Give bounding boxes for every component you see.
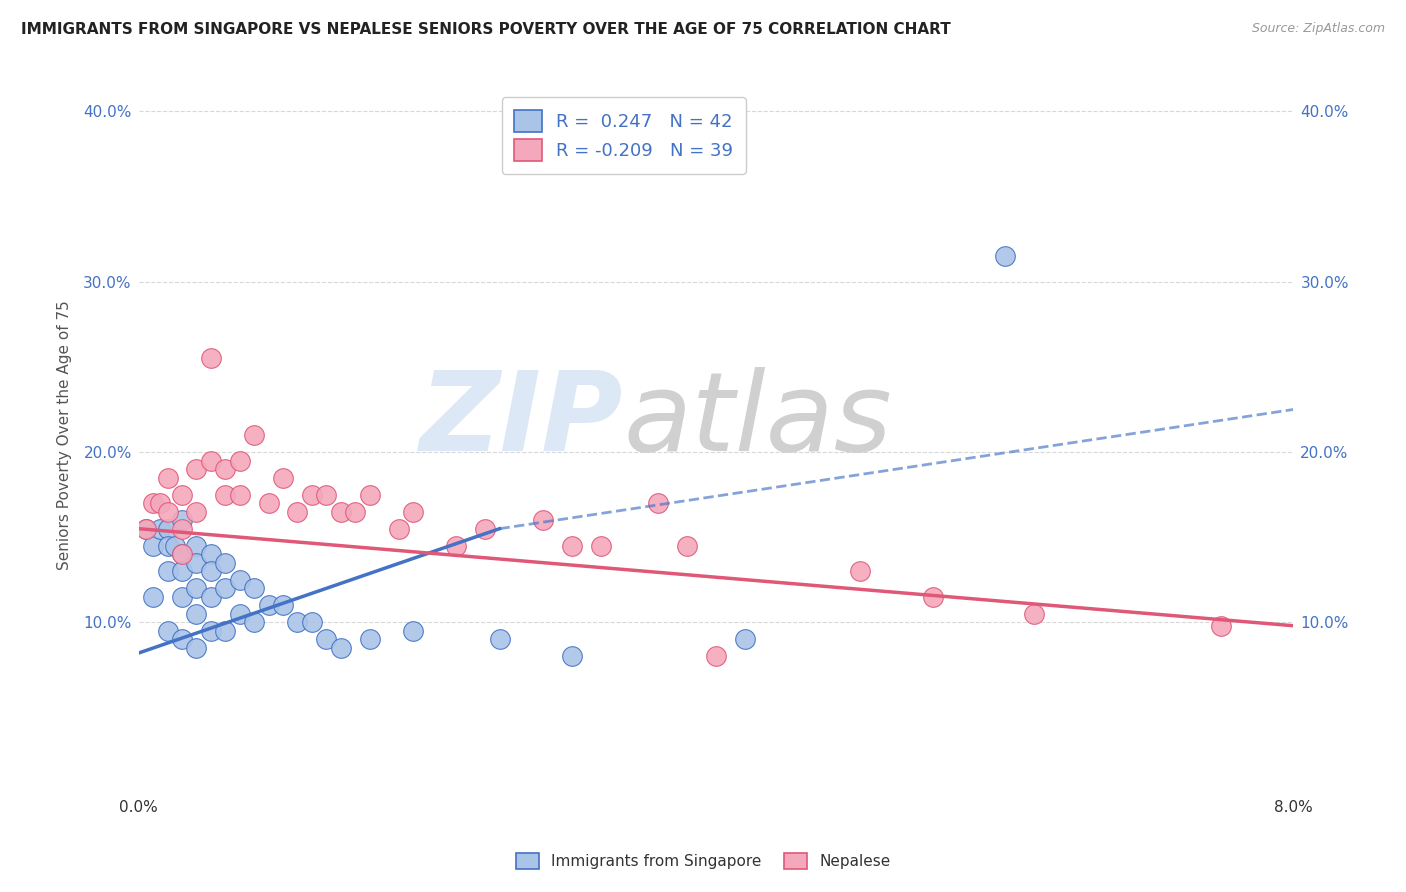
Text: ZIP: ZIP (420, 368, 624, 475)
Point (156, 505, 179, 519)
Point (734, 632, 756, 647)
Point (344, 505, 367, 519)
Point (170, 590, 193, 604)
Point (271, 599, 294, 613)
Point (329, 505, 352, 519)
Point (446, 539, 468, 553)
Point (186, 607, 208, 621)
Point (359, 632, 381, 647)
Point (243, 582, 266, 596)
Point (200, 564, 222, 578)
Point (170, 522, 193, 536)
Point (170, 547, 193, 561)
Text: IMMIGRANTS FROM SINGAPORE VS NEPALESE SENIORS POVERTY OVER THE AGE OF 75 CORRELA: IMMIGRANTS FROM SINGAPORE VS NEPALESE SE… (21, 22, 950, 37)
Text: atlas: atlas (624, 368, 893, 475)
Point (156, 564, 179, 578)
Point (704, 649, 727, 664)
Point (186, 505, 208, 519)
Point (359, 488, 381, 502)
Point (214, 462, 236, 476)
Point (186, 582, 208, 596)
Point (156, 470, 179, 484)
Point (301, 488, 323, 502)
Point (301, 615, 323, 630)
Point (186, 539, 208, 553)
Point (214, 488, 236, 502)
Point (200, 547, 222, 561)
Point (170, 564, 193, 578)
Point (186, 556, 208, 570)
Point (402, 505, 425, 519)
Point (149, 522, 172, 536)
Point (229, 607, 252, 621)
Point (531, 513, 554, 527)
Point (149, 496, 172, 510)
Point (257, 599, 280, 613)
Point (243, 428, 266, 442)
Point (315, 632, 337, 647)
Point (186, 640, 208, 655)
Point (561, 649, 583, 664)
Point (1211, 619, 1233, 633)
Point (229, 453, 252, 467)
Point (142, 496, 165, 510)
Point (170, 488, 193, 502)
Point (474, 522, 496, 536)
Point (561, 539, 583, 553)
Point (287, 505, 309, 519)
Point (156, 522, 179, 536)
Point (156, 539, 179, 553)
Point (170, 513, 193, 527)
Legend: Immigrants from Singapore, Nepalese: Immigrants from Singapore, Nepalese (509, 847, 897, 875)
Text: Source: ZipAtlas.com: Source: ZipAtlas.com (1251, 22, 1385, 36)
Point (257, 496, 280, 510)
Point (200, 351, 222, 366)
Point (229, 488, 252, 502)
Point (488, 632, 510, 647)
Point (271, 470, 294, 484)
Point (135, 522, 157, 536)
Point (142, 539, 165, 553)
Point (647, 496, 669, 510)
Point (214, 556, 236, 570)
Point (287, 615, 309, 630)
Point (200, 453, 222, 467)
Point (170, 547, 193, 561)
Point (1022, 607, 1045, 621)
Point (163, 539, 186, 553)
Point (676, 539, 699, 553)
Point (200, 590, 222, 604)
Point (200, 624, 222, 638)
Point (921, 590, 943, 604)
Point (135, 522, 157, 536)
Point (387, 522, 409, 536)
Point (402, 624, 425, 638)
Point (315, 488, 337, 502)
Point (214, 624, 236, 638)
Point (170, 632, 193, 647)
Point (329, 640, 352, 655)
Point (156, 624, 179, 638)
Point (186, 462, 208, 476)
Point (243, 615, 266, 630)
Point (142, 590, 165, 604)
Point (229, 573, 252, 587)
Point (849, 564, 872, 578)
Y-axis label: Seniors Poverty Over the Age of 75: Seniors Poverty Over the Age of 75 (58, 300, 72, 570)
Point (214, 582, 236, 596)
Point (589, 539, 612, 553)
Legend: R =  0.247   N = 42, R = -0.209   N = 39: R = 0.247 N = 42, R = -0.209 N = 39 (502, 97, 745, 174)
Point (994, 249, 1017, 263)
